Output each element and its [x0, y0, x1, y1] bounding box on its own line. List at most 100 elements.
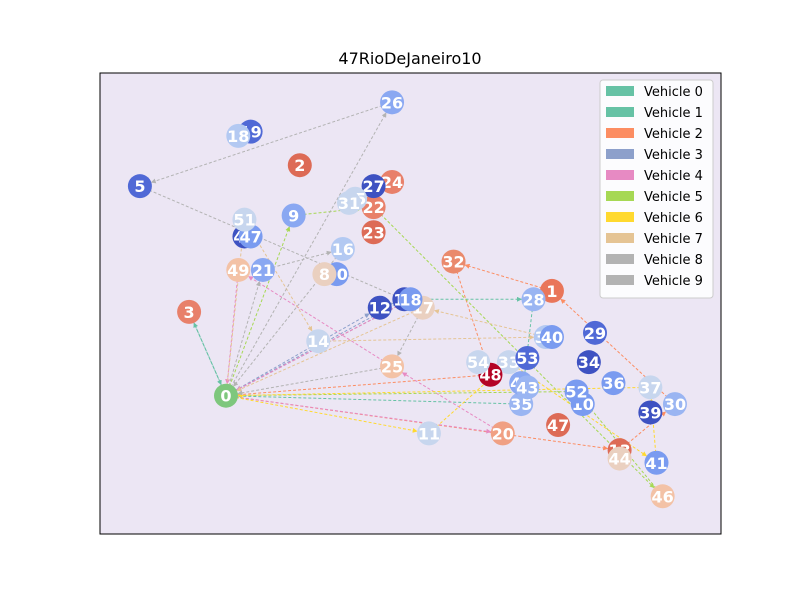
node-label: 47	[547, 416, 569, 435]
customer-node: 22	[361, 195, 386, 220]
node-label: 28	[522, 290, 544, 309]
route-edge	[225, 112, 387, 396]
node-label: 49	[227, 261, 249, 280]
node-label: 30	[664, 395, 686, 414]
route-edge	[225, 395, 418, 433]
node-marker	[638, 400, 663, 425]
customer-node: 16	[330, 237, 355, 262]
legend-entry: Vehicle 7	[644, 232, 703, 247]
node-label: 18	[399, 290, 421, 309]
node-label: 22	[362, 198, 384, 217]
legend-swatch	[606, 149, 634, 159]
node-label: 39	[639, 403, 661, 422]
customer-node: 28	[521, 287, 546, 312]
customer-node: 43	[515, 375, 540, 400]
node-marker	[441, 249, 466, 274]
route-edge	[225, 313, 370, 397]
node-marker	[337, 190, 361, 215]
node-label: 27	[362, 177, 384, 196]
node-label: 33	[498, 353, 520, 372]
customer-node: 47	[546, 413, 571, 438]
node-marker	[281, 203, 306, 228]
customer-node: 32	[441, 249, 466, 274]
legend-swatch	[606, 233, 634, 243]
node-label: 11	[418, 424, 440, 443]
node-label: 9	[288, 206, 299, 225]
legend-swatch	[606, 191, 634, 201]
route-edge	[453, 261, 488, 364]
customer-node: 24	[380, 169, 405, 194]
node-label: 51	[233, 211, 255, 230]
node-label: 0	[220, 387, 231, 406]
route-edge	[139, 185, 413, 304]
node-marker	[250, 257, 275, 282]
node-marker	[127, 174, 152, 199]
legend-entry: Vehicle 8	[644, 253, 703, 268]
customer-node: 54	[466, 350, 491, 375]
node-label: 35	[510, 395, 532, 414]
customer-node: 37	[638, 375, 663, 400]
route-edge	[401, 372, 504, 434]
node-marker	[607, 446, 632, 471]
route-edge	[464, 263, 553, 292]
legend-entry: Vehicle 6	[644, 211, 703, 226]
node-label: 8	[319, 265, 330, 284]
node-label: 43	[516, 378, 538, 397]
node-label: 54	[467, 353, 489, 372]
legend-entry: Vehicle 9	[644, 274, 703, 289]
customer-node: 44	[607, 446, 632, 471]
node-label: 34	[578, 353, 600, 372]
node-label: 52	[565, 383, 587, 402]
route-edge	[237, 386, 651, 398]
node-label: 14	[307, 332, 329, 351]
legend-swatch	[606, 107, 634, 117]
node-marker	[564, 379, 589, 404]
route-edge	[237, 365, 393, 396]
legend: Vehicle 0 Vehicle 1 Vehicle 2 Vehicle 3 Vehi…	[599, 79, 714, 299]
route-edge	[397, 307, 424, 357]
node-marker	[601, 371, 626, 396]
node-marker	[367, 295, 392, 320]
customer-node: 2	[287, 153, 312, 178]
route-edge	[373, 206, 655, 489]
node-marker	[576, 350, 601, 375]
node-label: 21	[252, 261, 274, 280]
route-edge	[433, 309, 546, 338]
node-marker	[232, 207, 257, 232]
customer-node: 40	[539, 325, 564, 350]
route-edge	[237, 393, 522, 405]
node-label: 29	[584, 324, 606, 343]
node-label: 44	[608, 450, 630, 469]
node-label: 5	[134, 177, 145, 196]
route-edges	[139, 101, 676, 497]
node-marker	[515, 345, 540, 370]
customer-node: 41	[644, 450, 669, 475]
customer-node: 14	[306, 329, 331, 354]
legend-swatch	[606, 254, 634, 264]
legend-entry: Vehicle 2	[644, 127, 703, 142]
node-label: 37	[639, 378, 661, 397]
node-label: 18	[227, 127, 249, 146]
customer-node: 3	[177, 299, 202, 324]
node-marker	[662, 392, 687, 417]
legend-entry: Vehicle 1	[644, 106, 703, 121]
node-marker	[638, 375, 663, 400]
customer-node: 39	[638, 400, 663, 425]
depot-node: 0	[214, 383, 238, 408]
route-edge	[233, 248, 344, 387]
customer-node: 11	[416, 421, 441, 446]
legend-swatch	[606, 212, 634, 222]
node-marker	[312, 262, 337, 287]
node-marker	[214, 383, 238, 408]
node-label: 53	[516, 349, 538, 368]
route-edge	[236, 307, 424, 392]
route-edge	[248, 275, 393, 367]
node-marker	[490, 421, 515, 446]
node-marker	[539, 325, 564, 350]
customer-node: 52	[564, 379, 589, 404]
node-label: 46	[652, 487, 674, 506]
node-label: 24	[381, 173, 403, 192]
node-label: 16	[332, 240, 354, 259]
customer-node: 29	[583, 320, 607, 345]
